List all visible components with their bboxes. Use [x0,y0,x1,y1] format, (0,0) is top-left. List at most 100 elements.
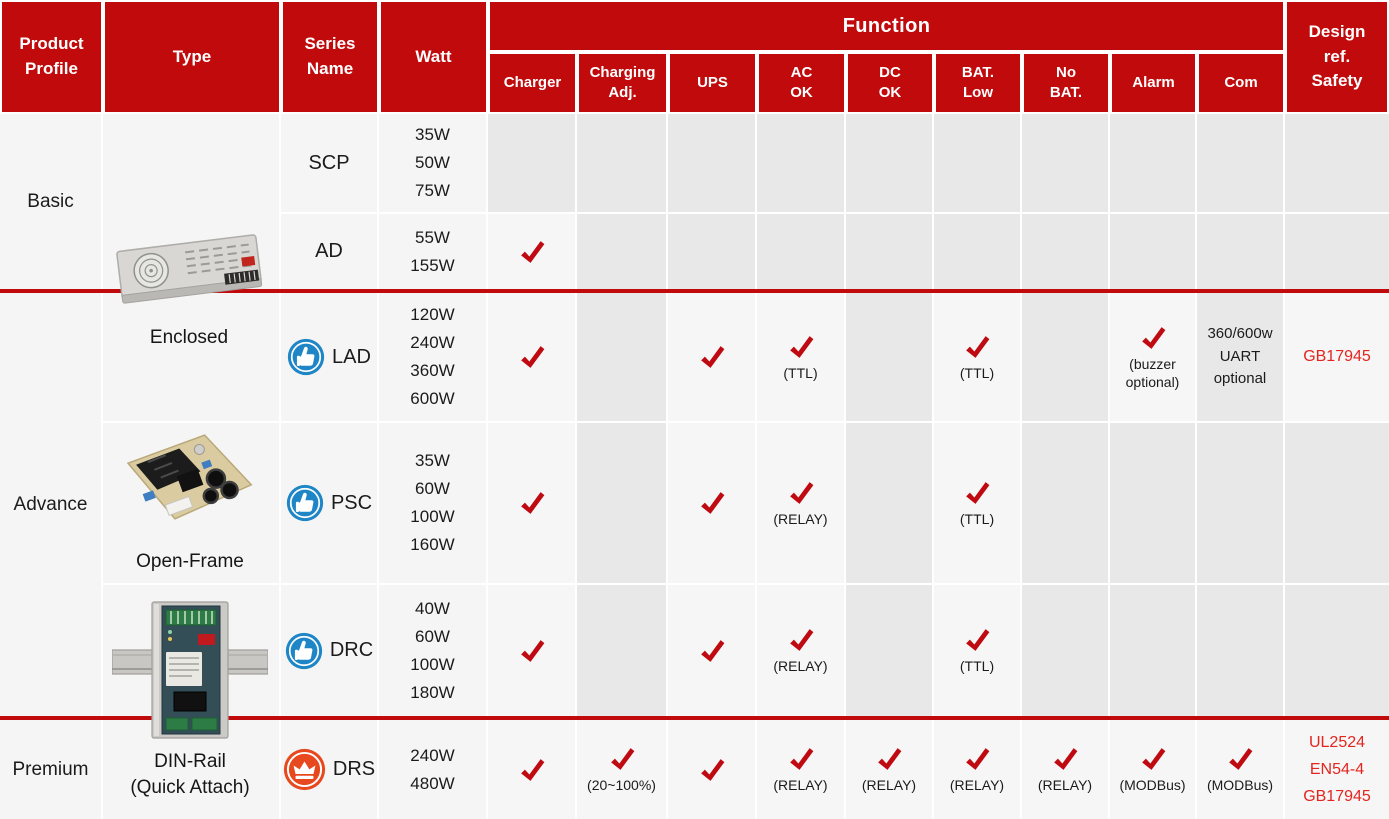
crown-icon [283,748,325,791]
function-cell-lad-com: 360/600w UART optional [1197,293,1285,423]
series-label: PSC [330,491,373,514]
watt-value: 600W [410,389,455,408]
series-cell-drc: DRC [281,585,379,716]
function-cell-drs-no-bat: (RELAY) [1022,720,1110,819]
series-cell-ad: AD [281,214,379,289]
header-col-no-bat: No BAT. [1022,52,1110,114]
function-note: (TTL) [959,510,995,527]
header-product-profile: Product Profile [0,0,103,114]
safety-standard: UL2524 [1308,733,1366,751]
series-label: LAD [332,345,371,368]
function-note: (RELAY) [773,510,828,527]
header-col-ac-ok: AC OK [757,52,846,114]
watt-value: 35W [415,125,450,144]
safety-cell-drs: UL2524 EN54-4 GB17945 [1285,720,1389,819]
function-cell-ad-charging-adj [577,214,668,289]
header-series-name: Series Name [281,0,379,114]
function-cell-drs-alarm: (MODBus) [1110,720,1197,819]
function-cell-drs-charging-adj: (20~100%) [577,720,668,819]
safety-standard: GB17945 [1303,788,1371,806]
watt-cell-drs: 240W 480W [379,720,488,819]
check-icon [966,629,990,652]
header-design-ref-safety: Design ref. Safety [1285,0,1389,114]
din-rail-psu-photo: DIN-Rail (Quick Attach) [111,594,269,801]
header-col-dc-ok: DC OK [846,52,934,114]
function-note: (RELAY) [773,777,828,794]
function-cell-psc-alarm [1110,423,1197,585]
function-cell-scp-com [1197,114,1285,214]
safety-cell-psc [1285,423,1389,585]
function-cell-scp-no-bat [1022,114,1110,214]
watt-value: 180W [410,682,455,702]
function-cell-ad-com [1197,214,1285,289]
check-icon [789,336,813,358]
function-cell-lad-dc-ok [846,293,934,423]
function-cell-drc-dc-ok [846,585,934,716]
function-cell-drc-ups [668,585,757,716]
check-icon [520,492,544,514]
header-col-charging-adj: Charging Adj. [577,52,668,114]
function-note: (TTL) [959,658,995,675]
watt-cell-scp: 35W 50W 75W [379,114,488,214]
header-line: Profile [25,59,78,78]
header-line: ref. [1323,46,1351,66]
enclosed-psu-illustration [116,234,263,304]
profile-cell-basic: Basic [0,114,103,289]
watt-value: 40W [415,598,450,618]
header-line: Product [19,34,84,54]
header-function: Function [488,0,1285,52]
series-cell-psc: PSC [281,423,379,585]
watt-cell-psc: 35W 60W 100W 160W [379,423,488,585]
header-line: Name [306,59,354,78]
type-caption-open-frame: Open-Frame [136,551,244,572]
function-cell-drs-dc-ok: (RELAY) [846,720,934,819]
watt-value: 35W [415,451,450,470]
function-cell-drc-alarm [1110,585,1197,716]
function-cell-lad-alarm: (buzzer optional) [1110,293,1197,423]
profile-cell-advance: Advance [0,293,103,716]
function-cell-psc-charging-adj [577,423,668,585]
watt-value: 155W [410,255,455,275]
function-cell-psc-ac-ok: (RELAY) [757,423,846,585]
watt-value: 50W [415,153,450,172]
watt-value: 60W [415,479,450,498]
function-cell-scp-charger [488,114,577,214]
com-option-text: 360/600w UART optional [1207,325,1273,388]
check-icon [700,346,724,368]
thumbs-up-icon [285,632,322,669]
watt-value: 75W [415,181,450,200]
function-cell-psc-ups [668,423,757,585]
check-icon [966,482,990,504]
watt-value: 55W [415,227,450,247]
series-label: SCP [308,151,350,174]
check-icon [789,482,813,504]
watt-value: 360W [410,361,455,380]
watt-cell-lad: 120W 240W 360W 600W [379,293,488,423]
watt-value: 120W [410,305,455,324]
function-cell-psc-no-bat [1022,423,1110,585]
header-col-bat-low: BAT. Low [934,52,1022,114]
safety-cell-drc [1285,585,1389,716]
watt-value: 240W [410,745,455,765]
thumbs-up-icon [287,338,325,376]
function-cell-ad-dc-ok [846,214,934,289]
check-icon [520,639,544,662]
series-label: DRC [329,639,374,661]
header-col-com: Com [1197,52,1285,114]
check-icon [520,240,544,263]
function-cell-scp-ac-ok [757,114,846,214]
function-cell-drc-charging-adj [577,585,668,716]
header-col-charger: Charger [488,52,577,114]
type-caption-din-rail: DIN-Rail (Quick Attach) [130,751,250,798]
function-cell-scp-bat-low [934,114,1022,214]
function-cell-drc-no-bat [1022,585,1110,716]
enclosed-psu-photo: Enclosed [103,221,275,351]
function-cell-drc-ac-ok: (RELAY) [757,585,846,716]
function-cell-drs-bat-low: (RELAY) [934,720,1022,819]
function-cell-psc-com [1197,423,1285,585]
function-note: (RELAY) [1037,777,1093,794]
function-cell-lad-ac-ok: (TTL) [757,293,846,423]
check-icon [610,748,634,771]
